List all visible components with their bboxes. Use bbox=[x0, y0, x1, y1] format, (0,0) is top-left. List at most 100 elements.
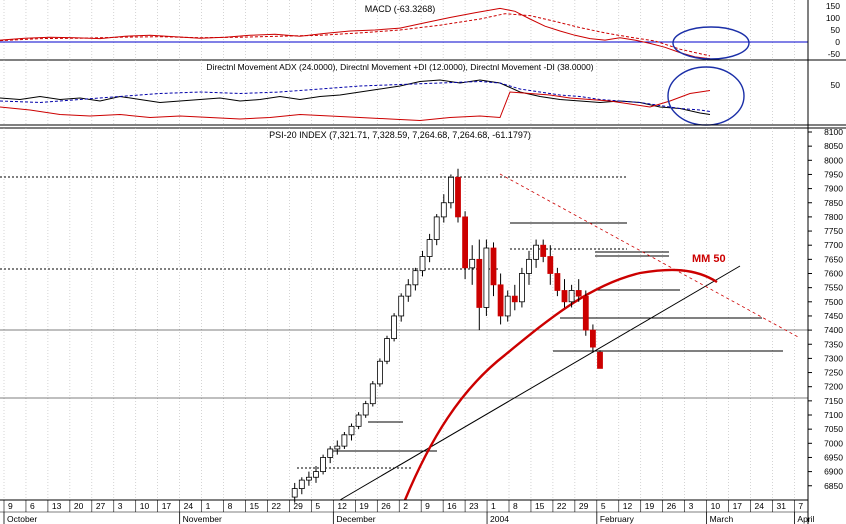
x-tick-label: 7 bbox=[798, 501, 803, 511]
x-tick-label: 9 bbox=[8, 501, 13, 511]
price-y-tick: 7350 bbox=[824, 339, 843, 349]
candle bbox=[455, 168, 461, 223]
candle bbox=[334, 440, 341, 455]
candle bbox=[469, 245, 476, 285]
candle bbox=[320, 454, 327, 475]
candle bbox=[526, 250, 532, 285]
macd-y-tick: 50 bbox=[831, 25, 841, 35]
x-tick-label: 19 bbox=[359, 501, 369, 511]
candle bbox=[384, 335, 390, 365]
candle bbox=[519, 267, 525, 308]
candle bbox=[355, 412, 362, 430]
x-tick-label: 5 bbox=[601, 501, 606, 511]
month-label: December bbox=[336, 514, 375, 524]
x-tick-label: 29 bbox=[293, 501, 303, 511]
price-y-tick: 7900 bbox=[824, 184, 843, 194]
price-y-tick: 7800 bbox=[824, 212, 843, 222]
candle bbox=[369, 381, 376, 407]
price-title: PSI-20 INDEX (7,321.71, 7,328.59, 7,264.… bbox=[269, 130, 531, 140]
x-tick-label: 15 bbox=[535, 501, 545, 511]
candle bbox=[575, 279, 582, 302]
x-tick-label: 8 bbox=[513, 501, 518, 511]
candle bbox=[433, 214, 440, 246]
x-tick-label: 8 bbox=[228, 501, 233, 511]
candle bbox=[305, 471, 312, 486]
candle bbox=[511, 284, 518, 311]
x-axis: 9 6 13 20 27 3 10 17 24 1 8 15 22 29 5 12 19 26 2 9 16 23 1 8 15… bbox=[0, 499, 815, 524]
x-tick-label: 24 bbox=[184, 501, 194, 511]
candle bbox=[447, 174, 454, 209]
candle bbox=[504, 290, 511, 322]
price-y-tick: 7500 bbox=[824, 297, 843, 307]
macd-title: MACD (-63.3268) bbox=[365, 4, 436, 14]
x-tick-label: 29 bbox=[579, 501, 589, 511]
x-tick-label: 2 bbox=[403, 501, 408, 511]
macd-series-0 bbox=[0, 7, 711, 60]
price-y-tick: 7450 bbox=[824, 311, 843, 321]
price-y-tick: 7150 bbox=[824, 396, 843, 406]
candle bbox=[298, 477, 305, 495]
candle bbox=[561, 279, 568, 308]
candle bbox=[313, 465, 319, 483]
candle bbox=[547, 245, 554, 285]
price-y-tick: 7850 bbox=[824, 198, 843, 208]
x-tick-label: 6 bbox=[30, 501, 35, 511]
dmi-y-tick: 50 bbox=[831, 80, 841, 90]
candle bbox=[412, 267, 419, 291]
x-tick-label: 23 bbox=[469, 501, 479, 511]
candle bbox=[554, 267, 561, 297]
candle bbox=[405, 279, 412, 302]
candle bbox=[291, 482, 298, 503]
price-y-tick: 7000 bbox=[824, 438, 843, 448]
moving-average-50 bbox=[403, 268, 718, 501]
candle bbox=[533, 239, 539, 268]
candle bbox=[490, 242, 497, 297]
candle bbox=[348, 423, 355, 441]
downtrend-line bbox=[499, 173, 801, 339]
candle bbox=[398, 293, 405, 322]
x-tick-label: 27 bbox=[96, 501, 106, 511]
candle bbox=[327, 446, 334, 464]
price-y-tick: 7050 bbox=[824, 424, 843, 434]
month-label: February bbox=[600, 514, 635, 524]
price-y-tick: 6950 bbox=[824, 452, 843, 462]
month-label: April bbox=[797, 514, 814, 524]
x-tick-label: 26 bbox=[667, 501, 677, 511]
candle bbox=[376, 358, 383, 387]
price-y-tick: 7600 bbox=[824, 269, 843, 279]
macd-series-1 bbox=[0, 13, 711, 57]
x-tick-label: 10 bbox=[711, 501, 721, 511]
x-tick-label: 3 bbox=[118, 501, 123, 511]
x-tick-label: 3 bbox=[689, 501, 694, 511]
macd-panel: MACD (-63.3268) 150 100 50 0 -50 bbox=[0, 0, 840, 60]
candle bbox=[362, 400, 369, 418]
candle bbox=[476, 239, 483, 331]
price-y-tick: 7300 bbox=[824, 353, 843, 363]
price-y-tick: 7200 bbox=[824, 382, 843, 392]
candle bbox=[419, 250, 426, 277]
ma-label: MM 50 bbox=[692, 253, 726, 265]
dmi-series-1 bbox=[0, 80, 711, 112]
price-y-tick: 8050 bbox=[824, 141, 843, 151]
price-panel: PSI-20 INDEX (7,321.71, 7,328.59, 7,264.… bbox=[0, 127, 843, 503]
price-y-tick: 7400 bbox=[824, 325, 843, 335]
candle bbox=[568, 284, 575, 308]
x-tick-label: 20 bbox=[74, 501, 84, 511]
x-tick-label: 22 bbox=[557, 501, 567, 511]
dmi-panel: Directnl Movement ADX (24.0000), Directn… bbox=[0, 60, 841, 126]
candle bbox=[426, 233, 433, 263]
x-tick-label: 5 bbox=[315, 501, 320, 511]
macd-y-tick: -50 bbox=[828, 49, 841, 59]
month-label: October bbox=[7, 514, 37, 524]
macd-highlight-ellipse bbox=[672, 26, 750, 60]
candle bbox=[483, 239, 490, 316]
price-y-tick: 7650 bbox=[824, 254, 843, 264]
x-tick-label: 12 bbox=[623, 501, 633, 511]
x-tick-label: 19 bbox=[645, 501, 655, 511]
x-tick-label: 9 bbox=[425, 501, 430, 511]
candle bbox=[590, 324, 596, 353]
price-y-tick: 7250 bbox=[824, 368, 843, 378]
price-y-tick: 6900 bbox=[824, 467, 843, 477]
macd-y-tick: 100 bbox=[826, 13, 840, 23]
x-tick-label: 10 bbox=[140, 501, 150, 511]
